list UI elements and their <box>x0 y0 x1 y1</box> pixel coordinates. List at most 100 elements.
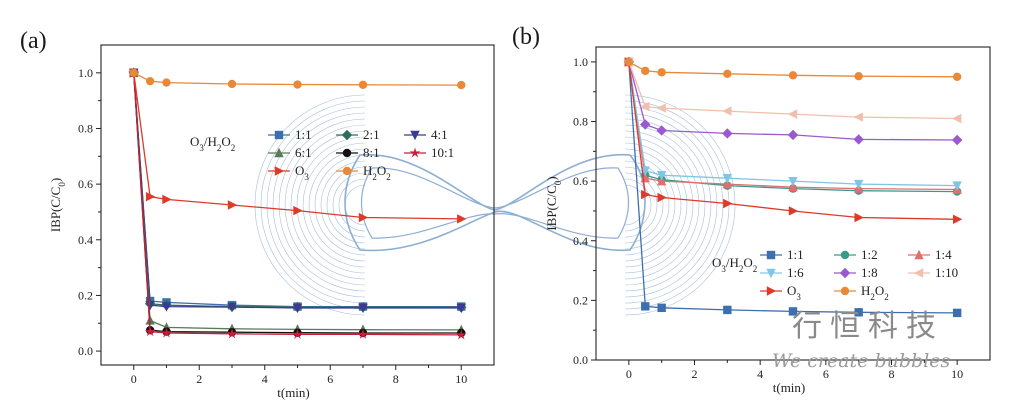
data-point <box>854 308 863 317</box>
series-1-1 <box>129 68 466 311</box>
data-point <box>358 303 368 314</box>
logo-field-line <box>624 148 682 262</box>
data-point <box>788 176 798 187</box>
logo-field-line <box>302 142 366 268</box>
data-point <box>952 72 962 82</box>
logo-field-line <box>332 172 366 238</box>
x-tick-label: 2 <box>692 367 698 381</box>
data-point <box>641 189 651 200</box>
legend-marker <box>839 267 851 279</box>
data-point <box>656 170 667 181</box>
legend-item: O3 <box>760 283 801 302</box>
y-tick-label: 1.0 <box>573 55 588 69</box>
series-4-1 <box>129 68 466 314</box>
legend: O3/H2O2 1:1 1:2 1:4 1:6 1:8 1:10 O3 H2O2 <box>712 247 958 302</box>
logo-field-line <box>624 184 646 226</box>
data-point <box>723 198 733 209</box>
panel-label: (b) <box>512 24 540 50</box>
data-point <box>227 79 237 89</box>
y-axis-title: IBP(C/C0) <box>544 176 563 230</box>
legend-marker <box>409 147 421 158</box>
legend-item: O3 <box>268 163 309 182</box>
legend-marker <box>342 166 352 176</box>
y-tick-label: 0.2 <box>78 288 93 302</box>
legend-marker <box>766 250 776 260</box>
legend-marker <box>840 250 850 260</box>
logo-field-line <box>344 184 366 226</box>
series-line <box>628 61 958 187</box>
legend-marker <box>274 166 285 176</box>
plot-frame <box>100 44 495 366</box>
legend-marker <box>410 130 420 141</box>
series-line <box>133 72 462 309</box>
legend-item: 1:8 <box>834 265 878 280</box>
data-point <box>723 305 732 315</box>
legend-label: 1:1 <box>787 247 804 262</box>
legend-item: 1:1 <box>268 127 312 142</box>
legend-label: 2:1 <box>363 127 380 142</box>
series-line <box>628 61 958 220</box>
logo-field-line <box>624 142 688 268</box>
x-tick-label: 6 <box>823 367 829 381</box>
legend-label: 4:1 <box>431 127 448 142</box>
panel-a: (a) 0 2 4 6 8 10 0.0 0.2 0.4 0.6 0.8 1.0 t(min) IBP(C/… <box>20 28 495 400</box>
legend-marker <box>914 249 924 260</box>
data-point <box>853 134 864 145</box>
data-point <box>853 179 864 190</box>
legend-label: 1:2 <box>861 247 878 262</box>
logo-field-line <box>254 94 366 316</box>
panel-b: (b) 0 2 4 6 8 10 0.0 0.2 0.4 0.6 0.8 1.0 t(min) IBP(C/… <box>512 24 991 395</box>
data-point <box>162 78 171 87</box>
data-point <box>722 128 733 139</box>
legend-item: 8:1 <box>336 145 380 160</box>
data-point <box>455 329 467 340</box>
legend-label: H2O2 <box>861 283 889 302</box>
legend-label: 6:1 <box>295 145 312 160</box>
legend-label: 1:8 <box>861 265 878 280</box>
legend-item: 1:2 <box>834 247 878 262</box>
data-point <box>657 68 666 77</box>
legend-label: 1:6 <box>787 265 804 280</box>
legend-item: 2:1 <box>336 127 380 142</box>
data-point <box>787 129 799 141</box>
data-point <box>788 206 799 216</box>
y-tick-label: 0.8 <box>573 115 588 129</box>
legend-item: 10:1 <box>404 145 454 160</box>
x-tick-label: 8 <box>393 372 399 386</box>
data-point <box>952 308 962 318</box>
data-point <box>854 72 863 81</box>
logo-field-line <box>624 154 676 256</box>
series-1-10 <box>623 57 962 124</box>
x-tick-label: 6 <box>327 372 333 386</box>
logo-field-line <box>260 100 366 310</box>
series-line <box>133 72 462 309</box>
y-tick-label: 0.0 <box>78 344 93 358</box>
y-tick-label: 0.4 <box>573 234 588 248</box>
logo-field-line <box>272 112 366 298</box>
legend-marker <box>342 148 352 158</box>
data-point <box>788 181 798 192</box>
legend-marker <box>341 129 353 141</box>
y-tick-label: 0.6 <box>573 174 588 188</box>
data-point <box>358 212 369 223</box>
data-point <box>656 175 667 186</box>
legend-label: O3 <box>787 283 801 302</box>
data-point <box>951 134 963 146</box>
x-tick-label: 4 <box>757 367 763 381</box>
x-tick-label: 0 <box>131 372 137 386</box>
data-point <box>722 106 732 116</box>
x-tick-label: 10 <box>951 367 963 381</box>
series-h2o2 <box>624 57 962 82</box>
data-point <box>787 109 798 119</box>
logo-field-line <box>296 136 366 274</box>
legend-title: O3/H2O2 <box>190 134 235 153</box>
data-point <box>145 76 155 86</box>
data-point <box>951 113 962 124</box>
data-point <box>227 302 237 313</box>
x-tick-label: 8 <box>889 367 895 381</box>
data-point <box>145 191 156 202</box>
data-point <box>640 101 650 112</box>
logo-field-line <box>338 178 366 232</box>
legend-label: O3 <box>295 163 309 182</box>
